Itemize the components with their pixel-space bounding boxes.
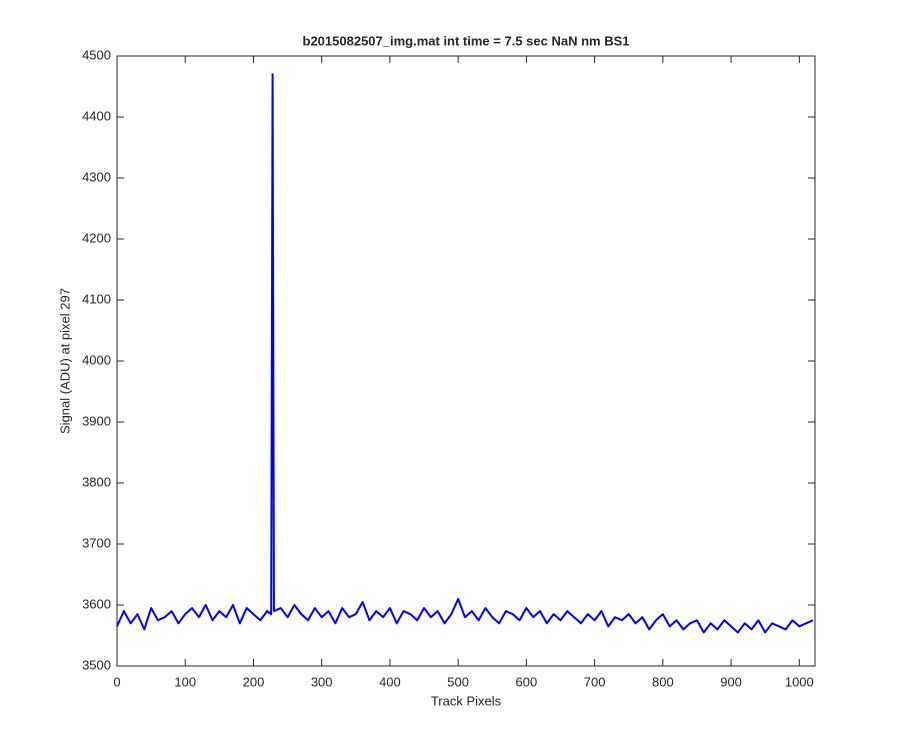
- x-tick-label: 0: [113, 674, 120, 689]
- x-tick-label: 1000: [785, 674, 814, 689]
- y-tick-label: 4200: [82, 230, 111, 245]
- y-tick-label: 4400: [82, 108, 111, 123]
- y-tick-label: 4500: [82, 47, 111, 62]
- x-tick-label: 800: [652, 674, 674, 689]
- data-line: [116, 73, 814, 634]
- y-tick-label: 4300: [82, 169, 111, 184]
- y-tick-label: 3600: [82, 596, 111, 611]
- x-tick-label: 700: [584, 674, 606, 689]
- x-tick-label: 100: [174, 674, 196, 689]
- y-tick-label: 3900: [82, 413, 111, 428]
- y-axis-label: Signal (ADU) at pixel 297: [57, 288, 72, 434]
- chart-title: b2015082507_img.mat int time = 7.5 sec N…: [303, 33, 630, 48]
- y-tick-label: 3700: [82, 535, 111, 550]
- y-tick-label: 4000: [82, 352, 111, 367]
- x-tick-label: 400: [379, 674, 401, 689]
- x-tick-label: 900: [720, 674, 742, 689]
- x-tick-label: 600: [516, 674, 538, 689]
- y-tick-label: 3800: [82, 474, 111, 489]
- x-tick-label: 200: [243, 674, 265, 689]
- x-tick-label: 300: [311, 674, 333, 689]
- x-tick-label: 500: [447, 674, 469, 689]
- x-axis-label: Track Pixels: [431, 693, 502, 708]
- y-tick-label: 3500: [82, 657, 111, 672]
- y-tick-label: 4100: [82, 291, 111, 306]
